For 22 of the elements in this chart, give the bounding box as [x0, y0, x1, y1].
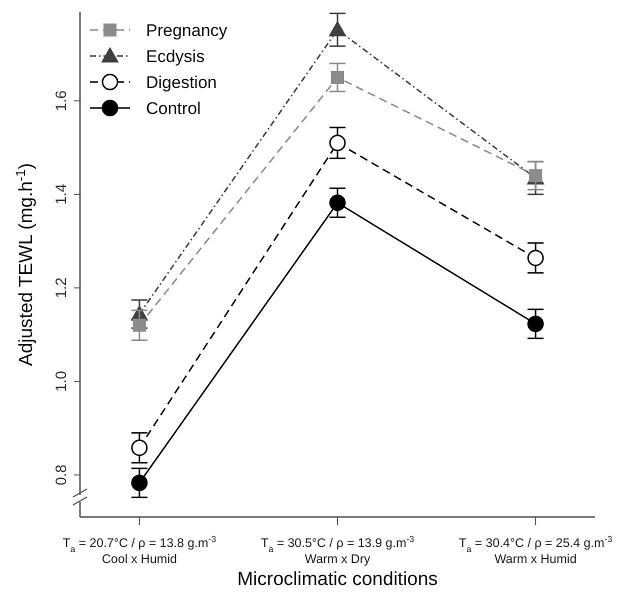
point [329, 21, 346, 36]
point [527, 250, 544, 266]
y-tick-label: 0.8 [53, 464, 70, 486]
legend-label: Control [146, 99, 201, 118]
point [131, 474, 148, 492]
y-tick-label: 1.4 [53, 184, 70, 205]
legend-label: Digestion [146, 73, 217, 92]
category-label: T$_{a}$ = 20.7°C / ρ = 13.8 g.m$^{-3}$ Cool x Humid [62, 534, 216, 566]
legend-label: Pregnancy [146, 21, 228, 40]
point [329, 194, 346, 212]
x-axis-title: Microclimatic conditions [237, 569, 438, 590]
y-tick-label: 1.0 [53, 370, 70, 392]
point [132, 318, 146, 332]
point [331, 70, 344, 84]
point [329, 134, 346, 152]
y-tick-label: 1.6 [53, 90, 70, 112]
y-tick-label: 1.2 [53, 277, 70, 298]
category-label: T$_{a}$ = 30.4°C / ρ = 25.4 g.m$^{-3}$ Warm x Humid [458, 534, 612, 566]
point [131, 440, 148, 456]
point [527, 316, 544, 332]
legend-label: Ecdysis [146, 47, 205, 66]
category-label: T$_{a}$ = 30.5°C / ρ = 13.9 g.m$^{-3}$ Warm x Dry [260, 534, 414, 566]
